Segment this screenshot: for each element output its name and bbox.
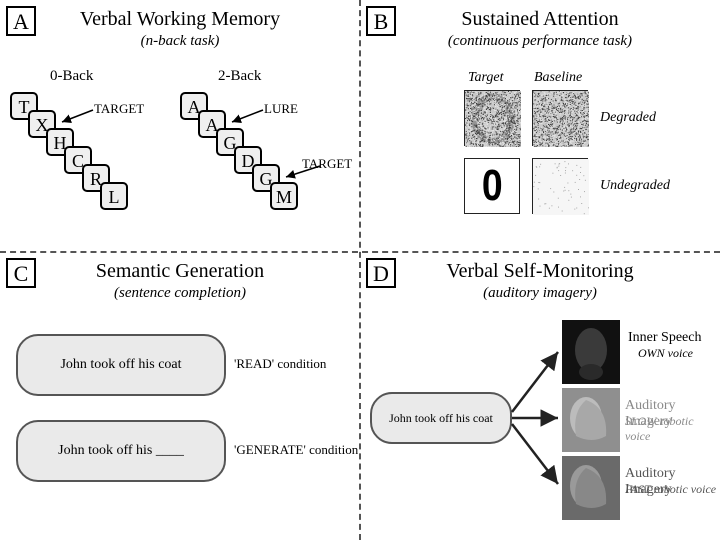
voice1-l1: Inner Speech (628, 330, 701, 346)
label-target-right: TARGET (302, 156, 352, 172)
panel-letter-a: A (6, 6, 36, 36)
panel-c: C Semantic Generation (sentence completi… (0, 252, 360, 540)
head-aud-fast (562, 456, 620, 520)
panel-letter-b: B (366, 6, 396, 36)
label-target-left: TARGET (94, 101, 144, 117)
cond-generate: 'GENERATE' condition (234, 442, 358, 458)
panel-b-subtitle: (continuous performance task) (360, 33, 720, 50)
sentence-read: John took off his coat (16, 334, 226, 396)
cond-read: 'READ' condition (234, 356, 326, 372)
panel-d-title: Verbal Self-Monitoring (360, 260, 720, 283)
voice3-l2: FAST robotic voice (625, 482, 716, 497)
panel-b: B Sustained Attention (continuous perfor… (360, 0, 720, 252)
panel-c-subtitle: (sentence completion) (0, 285, 360, 302)
nback-tile: L (100, 182, 128, 210)
panel-d: D Verbal Self-Monitoring (auditory image… (360, 252, 720, 540)
head-icon (562, 320, 620, 384)
sentence-read-text: John took off his coat (60, 357, 181, 373)
panel-letter-d: D (366, 258, 396, 288)
col-target: Target (468, 70, 504, 86)
panel-c-title: Semantic Generation (0, 260, 360, 283)
panel-letter-c: C (6, 258, 36, 288)
sentence-generate: John took off his ____ (16, 420, 226, 482)
head-aud-slow (562, 388, 620, 452)
head-icon (562, 388, 620, 452)
row-degraded: Degraded (600, 110, 656, 126)
label-lure: LURE (264, 101, 298, 117)
row-undegraded: Undegraded (600, 178, 670, 194)
nback-tile: M (270, 182, 298, 210)
stim-undegraded-baseline (532, 158, 588, 214)
panel-a-left-cond: 0-Back (50, 68, 93, 85)
voice2-l2: SLOW robotic voice (625, 414, 720, 444)
stim-sentence-d: John took off his coat (370, 392, 512, 444)
stim-degraded-baseline (532, 90, 588, 146)
panel-b-title: Sustained Attention (360, 8, 720, 31)
panel-a-right-cond: 2-Back (218, 68, 261, 85)
sentence-generate-text: John took off his ____ (58, 443, 184, 459)
head-icon (562, 456, 620, 520)
col-baseline: Baseline (534, 70, 582, 86)
clear-digit: 0 (482, 161, 503, 211)
head-inner-speech (562, 320, 620, 384)
panel-d-subtitle: (auditory imagery) (360, 285, 720, 302)
stim-degraded-target (464, 90, 520, 146)
stim-sentence-d-text: John took off his coat (389, 411, 493, 426)
panel-a: A Verbal Working Memory (n-back task) 0-… (0, 0, 360, 252)
panel-a-title: Verbal Working Memory (0, 8, 360, 31)
stim-undegraded-target: 0 (464, 158, 520, 214)
panel-a-subtitle: (n-back task) (0, 33, 360, 50)
voice1-l2: OWN voice (638, 346, 693, 361)
